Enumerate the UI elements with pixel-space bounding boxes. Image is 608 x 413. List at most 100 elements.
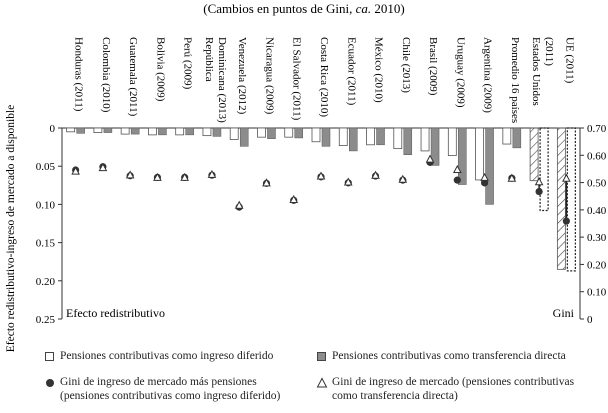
category-label: Nicaragua (2009) (263, 37, 275, 115)
category-label: Dominicana (2013) (216, 37, 228, 123)
category-label: Ecuador (2011) (345, 37, 357, 106)
bar-ingreso-diferido (93, 127, 103, 133)
right-tick-label: 0.30 (587, 232, 607, 244)
right-axis-caption: Gini (553, 306, 575, 320)
category-label: República (203, 37, 215, 82)
bar-transferencia-directa (239, 127, 249, 147)
bar-transferencia-directa (294, 127, 303, 139)
left-tick-label: 0.10 (36, 199, 56, 211)
right-tick-label: 0.20 (587, 259, 607, 271)
bar-ingreso-diferido (202, 127, 212, 137)
bar-transferencia-directa (103, 127, 113, 133)
category-label: Argentina (2009) (482, 37, 494, 113)
category-label: Estados Unidos (530, 37, 542, 106)
category-label: Chile (2013) (400, 37, 412, 93)
gini-triangle-marker (371, 170, 380, 179)
left-tick-label: 0.15 (36, 238, 56, 250)
gini-triangle-marker (398, 174, 408, 183)
bar-transferencia-directa (321, 127, 331, 147)
bar-transferencia-directa (158, 127, 167, 136)
bar-transferencia-directa (458, 127, 467, 185)
category-label: Brasil (2009) (427, 37, 439, 96)
category-label: Colombia (2010) (100, 37, 112, 113)
gini-dot-marker (535, 187, 543, 196)
category-label: Venezuela (2012) (236, 37, 248, 115)
bar-transferencia-directa (430, 127, 440, 166)
bar-ingreso-diferido (447, 127, 457, 156)
category-label: (2011) (543, 37, 555, 66)
legend-label: Gini de ingreso de mercado (pensiones co… (332, 376, 575, 388)
gini-triangle-marker (125, 170, 135, 179)
bar-ingreso-diferido (311, 127, 321, 143)
right-tick-label: 0.40 (587, 205, 607, 217)
gini-triangle-marker (71, 166, 80, 175)
bar-transferencia-directa (566, 127, 576, 272)
bar-ingreso-diferido (284, 127, 294, 138)
gini-dot-marker (480, 179, 489, 187)
left-tick-label: 0 (50, 123, 56, 135)
bar-transferencia-directa (267, 127, 276, 139)
category-label: Costa Rica (2010) (318, 37, 330, 117)
gini-triangle-marker (262, 178, 271, 187)
bar-ingreso-diferido (420, 127, 430, 152)
legend-label: (pensiones contributivas como ingreso di… (60, 390, 281, 402)
gini-triangle-marker (289, 194, 299, 203)
bar-transferencia-directa (403, 127, 413, 155)
gini-triangle-marker (534, 177, 544, 186)
category-label: Bolivia (2009) (154, 37, 166, 102)
bar-ingreso-diferido (338, 127, 348, 146)
gini-triangle-marker (207, 169, 217, 178)
gini-triangle-marker (153, 172, 162, 181)
bar-transferencia-directa (212, 127, 222, 137)
category-label: Promedio 16 países (509, 37, 521, 123)
left-tick-label: 0.05 (36, 161, 56, 173)
bar-ingreso-diferido (120, 127, 130, 135)
dot-legend-icon (46, 379, 54, 387)
bar-transferencia-directa (76, 127, 85, 134)
category-label: México (2010) (373, 37, 385, 103)
right-tick-label: 0.70 (587, 123, 607, 135)
bar-ingreso-diferido (475, 127, 484, 181)
legend-label: como transferencia directa) (332, 390, 458, 402)
gini-dot-marker (453, 176, 461, 184)
gini-triangle-marker (98, 163, 108, 172)
legend-item: Gini de ingreso de mercado más pensiones… (44, 375, 334, 407)
left-axis-caption: Efecto redistributivo (66, 306, 165, 320)
category-label: El Salvador (2011) (291, 37, 303, 121)
gini-triangle-marker (234, 200, 244, 209)
chart-title: (Cambios en puntos de Gini, ca. 2010) (203, 1, 405, 16)
bar-transferencia-directa (485, 127, 494, 205)
gini-triangle-marker (180, 172, 190, 181)
legend-label: Pensiones contributivas como transferenc… (332, 350, 566, 362)
gini-triangle-marker (562, 173, 571, 182)
bar-ingreso-diferido (393, 127, 403, 150)
left-tick-label: 0.20 (36, 276, 56, 288)
bar-ingreso-diferido (502, 127, 512, 145)
legend-item: Gini de ingreso de mercado (pensiones co… (316, 375, 606, 407)
right-tick-label: 0.10 (587, 287, 607, 299)
legend-item: Pensiones contributivas como transferenc… (316, 349, 606, 381)
bar-transferencia-directa (376, 127, 385, 146)
legend-item: Pensiones contributivas como ingreso dif… (44, 349, 334, 381)
triangle-legend-icon (316, 377, 328, 388)
legend-label: Gini de ingreso de mercado más pensiones (60, 376, 257, 388)
bar-ingreso-diferido (257, 127, 266, 138)
right-tick-label: 0.50 (587, 178, 607, 190)
bar-ingreso-diferido (66, 127, 76, 133)
bar-transferencia-directa (512, 127, 522, 149)
category-label: Guatemala (2011) (127, 37, 139, 117)
bar-transferencia-directa (539, 127, 549, 212)
gini-triangle-marker (316, 171, 326, 180)
right-tick-label: 0 (587, 314, 593, 326)
open-square-legend-icon (45, 352, 54, 361)
category-label: Uruguay (2009) (454, 37, 466, 108)
bar-transferencia-directa (349, 127, 358, 152)
bar-ingreso-diferido (148, 127, 157, 136)
gini-triangle-marker (425, 154, 435, 163)
bar-ingreso-diferido (366, 127, 375, 146)
right-tick-label: 0.60 (587, 150, 607, 162)
left-tick-label: 0.25 (36, 314, 56, 326)
bar-ingreso-diferido (175, 127, 185, 136)
gini-triangle-marker (343, 177, 353, 186)
